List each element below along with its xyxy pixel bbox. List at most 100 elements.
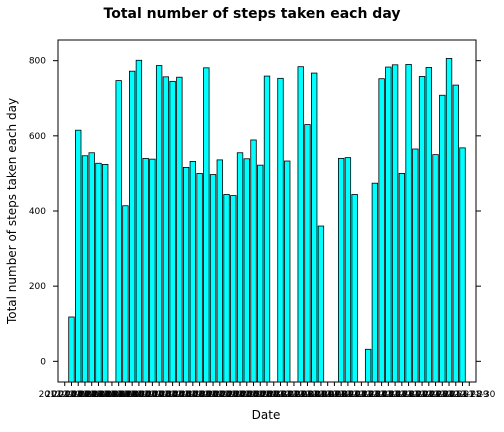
x-tick-label: 2012-11-06 [281, 390, 334, 400]
x-tick-label: 2012-11-30 [443, 390, 496, 400]
bar [439, 94, 446, 383]
bar [418, 76, 426, 383]
x-tick-label: 2012-10-24 [194, 390, 247, 400]
x-tick-label: 2012-11-04 [268, 390, 321, 400]
x-tick-label: 2012-10-06 [72, 390, 125, 400]
x-tick-label: 2012-11-23 [396, 390, 448, 400]
y-tick-label: 400 [29, 207, 46, 217]
bar [182, 166, 190, 383]
x-tick-label: 2012-11-10 [308, 390, 361, 400]
x-tick-label: 2012-11-28 [430, 390, 483, 400]
x-tick-label: 2012-10-11 [106, 390, 158, 400]
bar [337, 157, 345, 383]
x-tick-label: 2012-11-05 [275, 390, 327, 400]
bar [263, 75, 271, 383]
x-tick-label: 2012-11-22 [389, 390, 441, 400]
x-tick-label: 2012-11-17 [355, 390, 407, 400]
x-tick-label: 2012-10-15 [133, 390, 185, 400]
x-tick-label: 2012-11-13 [328, 390, 380, 400]
x-tick-label: 2012-11-29 [436, 390, 489, 400]
x-tick-label: 2012-11-18 [362, 390, 415, 400]
x-tick-label: 2012-10-29 [227, 390, 280, 400]
bar [277, 77, 284, 383]
x-tick-label: 2012-11-02 [254, 390, 306, 400]
bar [445, 58, 453, 383]
x-tick-label: 2012-11-27 [423, 390, 475, 400]
x-tick-label: 2012-11-26 [416, 390, 469, 400]
x-tick-label: 2012-10-30 [234, 390, 287, 400]
bar [75, 129, 82, 383]
x-tick-label: 2012-10-27 [214, 390, 266, 400]
x-tick-label: 2012-10-25 [200, 390, 252, 400]
bar [344, 157, 352, 383]
bar [169, 80, 176, 383]
x-tick-label: 2012-10-28 [221, 390, 274, 400]
x-tick-label: 2012-11-14 [335, 390, 388, 400]
x-tick-label: 2012-11-11 [315, 390, 367, 400]
bar [68, 316, 75, 383]
bar [230, 195, 237, 383]
x-tick-label: 2012-11-12 [322, 390, 374, 400]
x-tick-label: 2012-10-31 [241, 390, 293, 400]
x-tick-label: 2012-10-07 [79, 390, 131, 400]
bar [378, 78, 385, 383]
x-tick-label: 2012-11-24 [403, 390, 456, 400]
x-tick-label: 2012-11-01 [248, 390, 300, 400]
x-tick-label: 2012-11-20 [376, 390, 429, 400]
bar [88, 152, 95, 383]
bar [304, 124, 311, 383]
x-tick-label: 2012-11-16 [349, 390, 402, 400]
x-tick-label: 2012-10-08 [86, 390, 139, 400]
x-tick-label: 2012-10-16 [140, 390, 193, 400]
x-tick-label: 2012-10-23 [187, 390, 239, 400]
bar [95, 162, 102, 383]
y-tick-label: 0 [40, 357, 46, 367]
x-tick-label: 2012-10-22 [180, 390, 232, 400]
x-tick-label: 2012-11-21 [382, 390, 434, 400]
bar [102, 163, 109, 383]
bar [398, 173, 406, 383]
bar [155, 65, 163, 383]
chart-title: Total number of steps taken each day [104, 6, 401, 22]
bar [203, 67, 210, 383]
bar [311, 72, 318, 383]
bar [196, 173, 203, 383]
bar [371, 182, 379, 383]
y-axis-title: Total number of steps taken each day [5, 98, 19, 325]
x-tick-label: 2012-11-15 [342, 390, 394, 400]
x-axis: 2012-10-012012-10-022012-10-032012-10-04… [39, 382, 496, 400]
bar [162, 76, 170, 383]
x-axis-title: Date [252, 408, 281, 422]
x-tick-label: 2012-10-03 [52, 390, 104, 400]
x-tick-label: 2012-10-19 [160, 390, 213, 400]
x-tick-label: 2012-11-09 [302, 390, 355, 400]
bar [149, 158, 156, 383]
bar [459, 147, 466, 383]
x-tick-label: 2012-10-17 [146, 390, 198, 400]
x-tick-label: 2012-10-10 [99, 390, 152, 400]
bar [128, 70, 136, 383]
x-tick-label: 2012-10-05 [66, 390, 118, 400]
bar [135, 59, 143, 383]
bar [176, 76, 183, 383]
x-tick-label: 2012-10-21 [173, 390, 225, 400]
bar [250, 139, 257, 383]
bar [351, 194, 358, 383]
bar [236, 152, 244, 383]
bar [297, 66, 304, 383]
x-tick-label: 2012-10-01 [39, 390, 91, 400]
bar [209, 174, 217, 383]
y-axis: 0 200 400 600 800 [29, 57, 481, 367]
x-tick-label: 2012-10-26 [207, 390, 260, 400]
bar-series [68, 58, 466, 383]
x-tick-label: 2012-10-04 [59, 390, 112, 400]
x-tick-label: 2012-10-20 [167, 390, 220, 400]
bar [317, 225, 325, 383]
bar [243, 158, 250, 383]
x-tick-label: 2012-10-18 [153, 390, 206, 400]
y-tick-label: 600 [29, 132, 46, 142]
x-tick-label: 2012-10-02 [45, 390, 97, 400]
bar [257, 164, 264, 383]
bar [452, 84, 459, 383]
